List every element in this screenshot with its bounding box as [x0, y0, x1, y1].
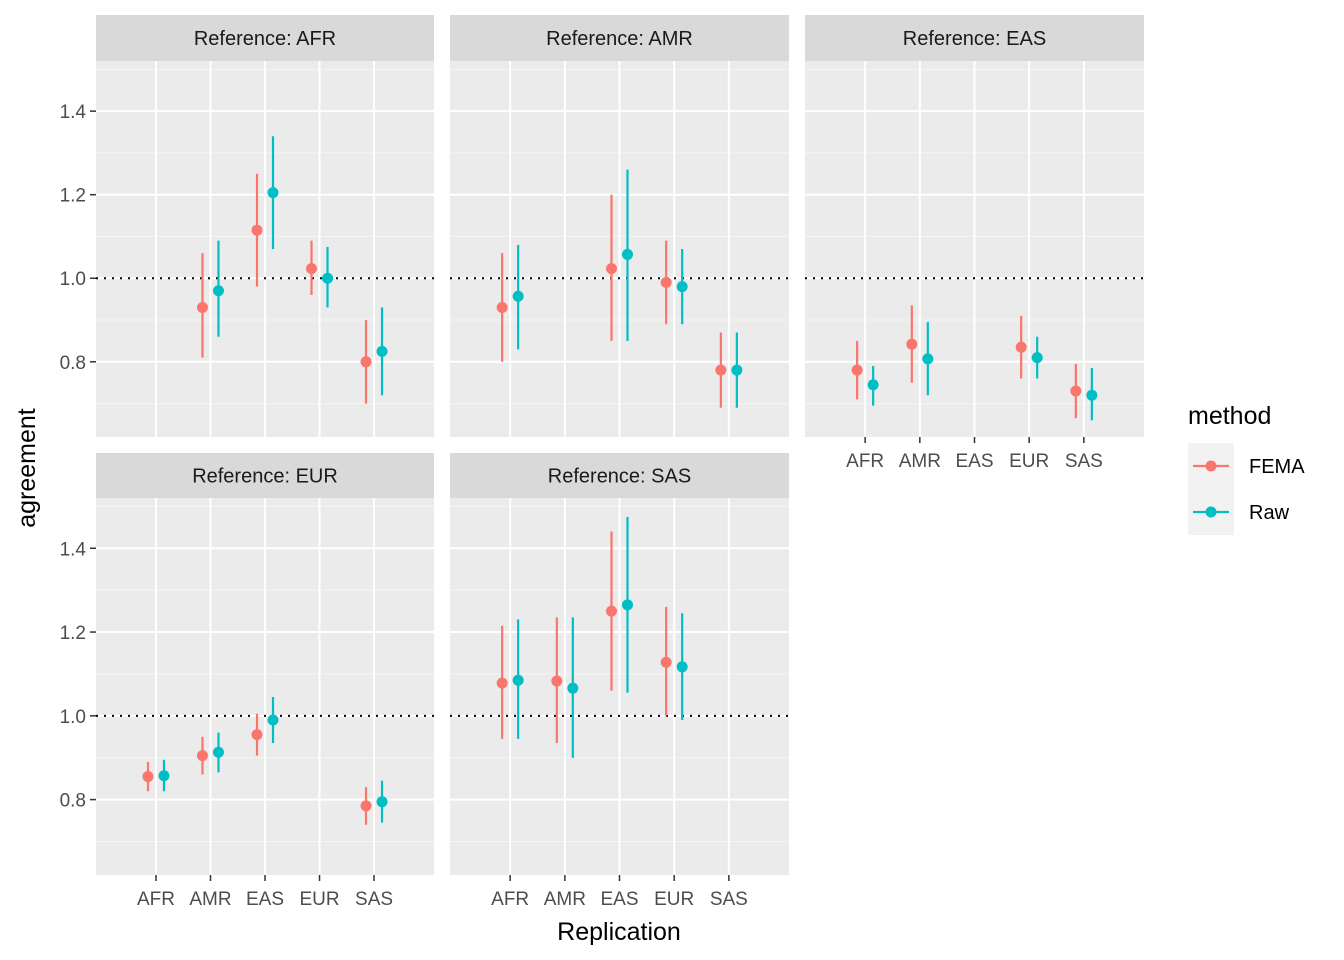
y-tick-label: 1.2 — [60, 186, 86, 207]
legend-label-raw: Raw — [1249, 502, 1290, 524]
x-tick-label: EUR — [299, 889, 339, 910]
point-fema — [715, 364, 727, 376]
x-tick-label: EUR — [654, 889, 694, 910]
x-tick-label: SAS — [710, 889, 748, 910]
point-fema — [496, 677, 508, 689]
x-tick-label: AMR — [544, 889, 586, 910]
point-fema — [142, 771, 154, 783]
facet-afr: Reference: AFR 0.8 1.0 1.2 1.4 — [60, 15, 434, 437]
point-raw — [622, 248, 633, 260]
point-fema — [606, 605, 617, 617]
point-fema — [660, 276, 672, 288]
point-raw — [212, 285, 224, 297]
point-raw — [676, 281, 688, 293]
x-axis-title: Replication — [557, 918, 681, 946]
legend-key-point — [1205, 506, 1217, 518]
x-tick-label: AFR — [846, 451, 884, 472]
point-fema — [906, 338, 918, 350]
point-raw — [1086, 389, 1098, 401]
y-tick-label: 1.2 — [60, 623, 86, 644]
point-raw — [512, 290, 524, 302]
facet-title: Reference: EAS — [903, 28, 1046, 50]
facet-title: Reference: EUR — [192, 466, 338, 488]
point-raw — [376, 796, 388, 808]
x-tick-label: AFR — [137, 889, 175, 910]
point-raw — [267, 714, 279, 726]
point-fema — [1070, 385, 1082, 397]
facet-panels: Reference: AFR 0.8 1.0 1.2 1.4 Reference: AMR… — [60, 15, 1144, 910]
facet-strip — [96, 453, 434, 498]
point-raw — [512, 674, 524, 686]
legend-label-fema: FEMA — [1249, 456, 1305, 478]
facet-eur: Reference: EUR 0.8 1.0 1.2 1.4 AFR AMR EAS EUR SA… — [60, 453, 434, 910]
x-tick-label: SAS — [1065, 451, 1103, 472]
y-axis-title: agreement — [13, 408, 41, 528]
x-tick-label: AMR — [899, 451, 941, 472]
y-tick-label: 0.8 — [60, 791, 86, 812]
facet-title: Reference: AFR — [194, 28, 336, 50]
facet-strip — [96, 15, 434, 61]
x-tick-label: EAS — [600, 889, 638, 910]
legend-key-point — [1205, 460, 1217, 472]
point-fema — [1015, 341, 1027, 353]
x-tick-label: EAS — [246, 889, 284, 910]
facet-strip — [805, 15, 1144, 61]
facet-eas: Reference: EAS AFR AMR EAS EUR SAS — [805, 15, 1144, 472]
point-raw — [867, 379, 879, 391]
point-raw — [158, 770, 170, 782]
point-fema — [551, 675, 563, 687]
legend: method FEMA Raw — [1188, 402, 1305, 535]
facet-title: Reference: AMR — [546, 28, 693, 50]
point-raw — [731, 364, 743, 376]
y-tick-label: 0.8 — [60, 353, 86, 374]
point-fema — [606, 263, 617, 275]
point-fema — [496, 301, 508, 313]
point-fema — [251, 224, 263, 236]
x-tick-label: AMR — [189, 889, 231, 910]
facet-strip — [450, 15, 789, 61]
y-tick-label: 1.4 — [60, 539, 87, 560]
facet-title: Reference: SAS — [548, 466, 691, 488]
point-fema — [660, 656, 672, 668]
point-raw — [212, 746, 224, 758]
point-raw — [267, 187, 279, 199]
y-tick-label: 1.0 — [60, 269, 86, 290]
point-fema — [196, 301, 208, 313]
facet-strip — [450, 453, 789, 498]
x-tick-label: AFR — [491, 889, 529, 910]
point-fema — [251, 729, 263, 741]
point-raw — [1031, 352, 1043, 364]
facet-sas: Reference: SAS AFR AMR EAS EUR SAS — [450, 453, 789, 910]
facet-amr: Reference: AMR — [450, 15, 789, 437]
x-tick-label: SAS — [355, 889, 393, 910]
point-raw — [922, 353, 934, 365]
legend-title: method — [1188, 402, 1271, 430]
point-fema — [851, 364, 863, 376]
x-tick-label: EAS — [955, 451, 993, 472]
point-raw — [622, 599, 633, 611]
point-fema — [360, 356, 372, 368]
point-fema — [196, 750, 208, 762]
point-fema — [360, 800, 372, 812]
point-raw — [322, 272, 334, 284]
point-fema — [306, 263, 318, 275]
point-raw — [567, 682, 579, 694]
y-tick-label: 1.0 — [60, 707, 86, 728]
point-raw — [376, 345, 388, 357]
point-raw — [676, 661, 688, 673]
x-tick-label: EUR — [1009, 451, 1049, 472]
y-tick-label: 1.4 — [60, 102, 87, 123]
